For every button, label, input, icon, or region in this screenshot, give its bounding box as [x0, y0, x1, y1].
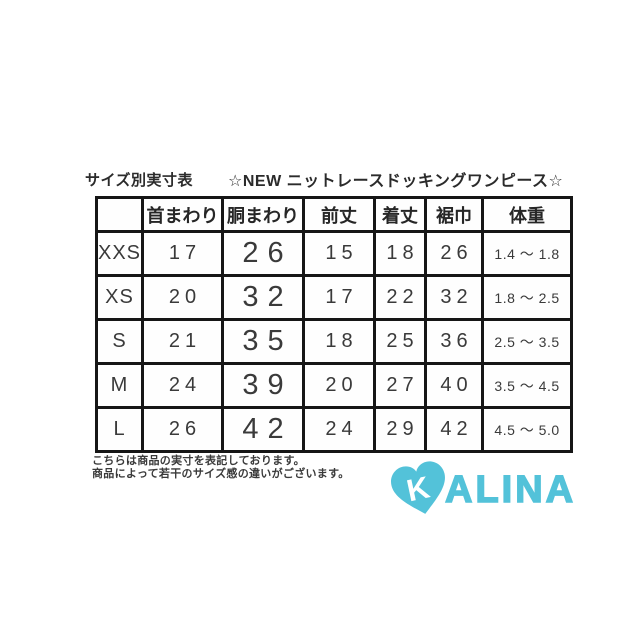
- hem-value-cell: 42: [424, 406, 485, 453]
- table-row-xs: XS 20 32 17 22 32 1.8 ～ 2.5: [94, 274, 574, 321]
- waist-value-cell: 35: [221, 318, 306, 365]
- kalina-logo: K ALINA: [391, 461, 576, 517]
- header-cell-blank: [94, 196, 145, 233]
- size-chart-table: 首まわり 胴まわり 前丈 着丈 裾巾 体重 XXS 17 26 15 18 26…: [94, 196, 574, 453]
- size-label-cell: M: [94, 362, 145, 409]
- header-cell-weight: 体重: [481, 196, 574, 233]
- length-value-cell: 27: [373, 362, 428, 409]
- weight-value-cell: 4.5 ～ 5.0: [481, 406, 574, 453]
- length-value-cell: 25: [373, 318, 428, 365]
- table-row-l: L 26 42 24 29 42 4.5 ～ 5.0: [94, 406, 574, 453]
- front-value-cell: 24: [302, 406, 377, 453]
- hem-value-cell: 36: [424, 318, 485, 365]
- weight-value-cell: 1.8 ～ 2.5: [481, 274, 574, 321]
- size-label-cell: XS: [94, 274, 145, 321]
- table-header-row: 首まわり 胴まわり 前丈 着丈 裾巾 体重: [94, 196, 574, 233]
- neck-value-cell: 26: [141, 406, 225, 453]
- table-row-s: S 21 35 18 25 36 2.5 ～ 3.5: [94, 318, 574, 365]
- hem-value-cell: 32: [424, 274, 485, 321]
- hem-value-cell: 26: [424, 230, 485, 277]
- table-row-m: M 24 39 20 27 40 3.5 ～ 4.5: [94, 362, 574, 409]
- size-chart-heading: サイズ別実寸表: [85, 172, 194, 189]
- neck-value-cell: 17: [141, 230, 225, 277]
- header-cell-hem: 裾巾: [424, 196, 485, 233]
- waist-value-cell: 32: [221, 274, 306, 321]
- length-value-cell: 18: [373, 230, 428, 277]
- weight-value-cell: 3.5 ～ 4.5: [481, 362, 574, 409]
- hem-value-cell: 40: [424, 362, 485, 409]
- waist-value-cell: 26: [221, 230, 306, 277]
- length-value-cell: 22: [373, 274, 428, 321]
- size-label-cell: L: [94, 406, 145, 453]
- note-line-2: 商品によって若干のサイズ感の違いがございます。: [92, 468, 350, 480]
- weight-value-cell: 2.5 ～ 3.5: [481, 318, 574, 365]
- header-cell-front: 前丈: [302, 196, 377, 233]
- weight-value-cell: 1.4 ～ 1.8: [481, 230, 574, 277]
- header-cell-length: 着丈: [373, 196, 428, 233]
- table-row-xxs: XXS 17 26 15 18 26 1.4 ～ 1.8: [94, 230, 574, 277]
- product-title: ☆NEW ニットレースドッキングワンピース☆: [228, 173, 564, 190]
- waist-value-cell: 42: [221, 406, 306, 453]
- logo-wordmark: ALINA: [444, 468, 577, 512]
- neck-value-cell: 24: [141, 362, 225, 409]
- measurement-notes: こちらは商品の実寸を表記しております。 商品によって若干のサイズ感の違いがござい…: [92, 455, 350, 481]
- header-cell-waist: 胴まわり: [221, 196, 306, 233]
- front-value-cell: 20: [302, 362, 377, 409]
- front-value-cell: 18: [302, 318, 377, 365]
- note-line-1: こちらは商品の実寸を表記しております。: [92, 455, 305, 467]
- neck-value-cell: 21: [141, 318, 225, 365]
- size-label-cell: S: [94, 318, 145, 365]
- waist-value-cell: 39: [221, 362, 306, 409]
- header-cell-neck: 首まわり: [141, 196, 225, 233]
- front-value-cell: 17: [302, 274, 377, 321]
- length-value-cell: 29: [373, 406, 428, 453]
- heart-icon: K: [386, 456, 454, 523]
- front-value-cell: 15: [302, 230, 377, 277]
- neck-value-cell: 20: [141, 274, 225, 321]
- size-label-cell: XXS: [94, 230, 145, 277]
